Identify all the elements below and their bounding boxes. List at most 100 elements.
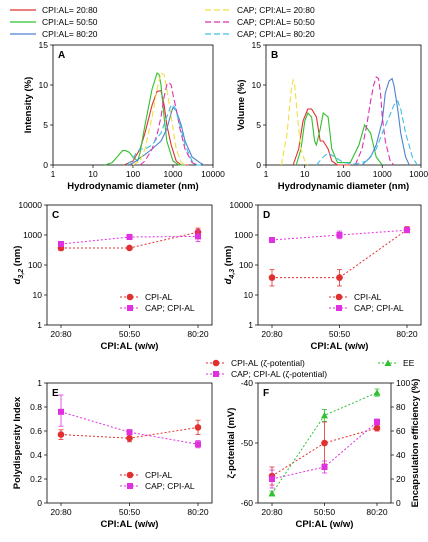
panel-D-series-1-line xyxy=(271,229,408,241)
panel-F-letter: F xyxy=(263,388,269,399)
panel-F-series-2-point-0 xyxy=(268,489,276,497)
panel-F-ytick-right-label-3: 60 xyxy=(396,426,406,436)
panel-B-xtick-label-4: 10000 xyxy=(409,169,428,179)
panel-F-ytick-right-label-1: 20 xyxy=(396,474,406,484)
legend-label-3: CAP; CPI:AL= 50:50 xyxy=(237,17,315,27)
panel-E-letter: E xyxy=(52,388,59,399)
panel-B-xlabel: Hydrodynamic diameter (nm) xyxy=(278,181,409,192)
panel-A-xtick-label-0: 1 xyxy=(51,169,56,179)
legend-label-2: CPI:AL= 50:50 xyxy=(42,17,98,27)
panel-A-ytick-label-1: 5 xyxy=(43,120,48,130)
panel-D-series-0-point-1 xyxy=(336,274,343,281)
legend-label-0: CPI:AL= 20:80 xyxy=(42,5,98,15)
panel-F-series-1-point-2 xyxy=(374,419,380,425)
panel-E-series-0-point-0 xyxy=(57,431,65,438)
panel-C-xtick-label-1: 50:50 xyxy=(119,329,141,339)
panel-A-frame xyxy=(52,44,214,166)
panel-A-xlabel: Hydrodynamic diameter (nm) xyxy=(67,181,198,192)
panel-A-series-0 xyxy=(123,89,189,166)
panel-F-ytick-left-label-0: -60 xyxy=(241,498,254,508)
panel-B-letter: B xyxy=(271,50,278,61)
panel-D-legend-label-1: CAP; CPI-AL xyxy=(354,303,404,313)
panel-C-letter: C xyxy=(52,210,59,221)
panel-D-ylabel: d4,3 (nm) xyxy=(223,246,236,285)
panel-F-series-2-point-2 xyxy=(373,389,381,396)
panel-E-series-0-point-2 xyxy=(194,424,202,431)
panel-C-ytick-label-2: 100 xyxy=(28,260,42,270)
panel-D-series-1-point-1 xyxy=(336,232,343,238)
panel-A-series-5 xyxy=(126,104,201,166)
panel-B-series-0 xyxy=(292,108,351,166)
panel-F-series-0-point-1 xyxy=(321,439,328,447)
panel-B-xtick-label-3: 1000 xyxy=(373,169,392,179)
panel-B-ytick-label-2: 10 xyxy=(252,80,262,90)
panel-C-series-1-point-1 xyxy=(126,233,133,240)
panel-B-ytick-label-3: 15 xyxy=(252,40,262,50)
panel-F-legend-marker-0 xyxy=(212,359,220,367)
panel-C-series-0-point-1 xyxy=(126,244,133,252)
panel-D-legend-label-0: CPI-AL xyxy=(354,292,382,302)
panel-B-ytick-label-0: 0 xyxy=(256,160,261,170)
panel-E-series-1-point-2 xyxy=(195,441,201,448)
panel-D-xtick-label-1: 50:50 xyxy=(329,329,351,339)
panel-F-ytick-right-label-5: 100 xyxy=(396,378,410,388)
panel-F-series-1-point-1 xyxy=(321,464,328,470)
panel-F-series-2-line xyxy=(271,392,378,494)
panel-B-frame xyxy=(265,44,422,166)
panel-C-xlabel: CPI:AL (w/w) xyxy=(101,341,159,352)
panel-B-xtick-label-0: 1 xyxy=(264,169,269,179)
panel-B-ytick-label-1: 5 xyxy=(256,120,261,130)
panel-E-series-0-point-1 xyxy=(126,434,133,442)
panel-D-series-1-point-2 xyxy=(404,227,410,234)
panel-F-legend-label-0: CPI-AL (ζ-potential) xyxy=(231,358,305,368)
panel-B-xtick-label-2: 100 xyxy=(336,169,350,179)
panel-A-xtick-label-1: 10 xyxy=(88,169,98,179)
panel-F-ytick-left-label-2: -40 xyxy=(241,378,254,388)
panel-E-series-1-point-1 xyxy=(126,429,133,436)
panel-F-ytick-left-label-1: -50 xyxy=(241,438,254,448)
panel-C-legend-label-0: CPI-AL xyxy=(145,292,173,302)
panel-E-xtick-label-0: 20:80 xyxy=(50,507,72,517)
panel-E-legend-label-0: CPI-AL xyxy=(145,470,173,480)
panel-A-ylabel: Intensity (%) xyxy=(23,77,34,133)
panel-F-series-0-point-2 xyxy=(373,424,381,432)
panel-F-ylabel-left: ζ-potential (mV) xyxy=(226,408,237,479)
panel-A-xtick-label-4: 10000 xyxy=(201,169,225,179)
panel-F-legend-label-1: CAP; CPI-AL (ζ-potential) xyxy=(231,369,327,379)
panel-E-ytick-label-1: 0.2 xyxy=(30,474,42,484)
panel-E-series-1-point-0 xyxy=(58,408,64,415)
panel-F-ytick-right-label-2: 40 xyxy=(396,450,406,460)
panel-F-series-0-line xyxy=(271,427,378,477)
panel-D-ytick-label-0: 1 xyxy=(248,320,253,330)
panel-F-ytick-right-label-0: 0 xyxy=(396,498,401,508)
panel-F-xtick-label-1: 50:50 xyxy=(314,507,336,517)
panel-E-xlabel: CPI:AL (w/w) xyxy=(101,519,159,530)
panel-E-ylabel: Polydispersity Index xyxy=(12,396,23,489)
panel-E-ytick-label-2: 0.4 xyxy=(30,450,42,460)
panel-A-xtick-label-2: 100 xyxy=(126,169,140,179)
panel-E-legend-marker-0 xyxy=(126,471,134,479)
panel-D-ytick-label-1: 10 xyxy=(244,290,254,300)
panel-F-xtick-label-2: 80:20 xyxy=(366,507,388,517)
panel-E-ytick-label-3: 0.6 xyxy=(30,426,42,436)
panel-C-legend-marker-0 xyxy=(126,293,134,301)
panel-C-legend-marker-1 xyxy=(127,305,133,311)
panel-D-legend-marker-1 xyxy=(336,305,342,311)
panel-E-ytick-label-4: 0.8 xyxy=(30,402,42,412)
legend-label-1: CAP; CPI:AL= 20:80 xyxy=(237,5,315,15)
panel-D-xlabel: CPI:AL (w/w) xyxy=(311,341,369,352)
panel-E-series-1-line xyxy=(60,411,199,445)
panel-A-xtick-label-3: 1000 xyxy=(164,169,183,179)
panel-C-ytick-label-1: 10 xyxy=(33,290,43,300)
panel-F-xtick-label-0: 20:80 xyxy=(261,507,283,517)
panel-F-series-2-point-1 xyxy=(321,411,328,419)
panel-C-ylabel: d3,2 (nm) xyxy=(12,246,25,285)
panel-B-series-4 xyxy=(354,76,395,166)
panel-C-legend-label-1: CAP; CPI-AL xyxy=(145,303,195,313)
panel-C-series-1-point-2 xyxy=(195,233,201,240)
panel-F-series-1-point-0 xyxy=(269,476,275,482)
panel-D-series-0-point-0 xyxy=(268,274,276,281)
panel-A-ytick-label-0: 0 xyxy=(43,160,48,170)
